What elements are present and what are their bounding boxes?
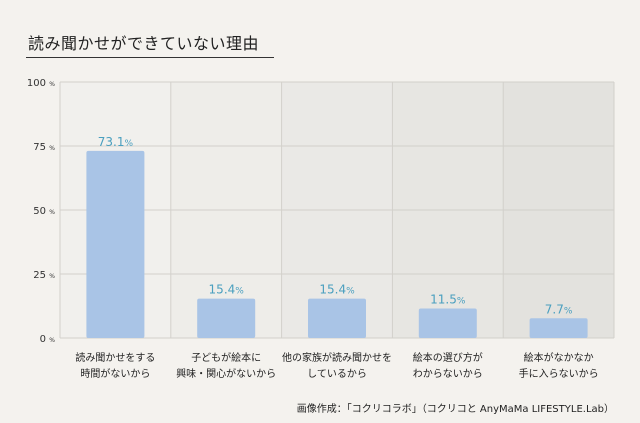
title-underline (26, 57, 274, 58)
bar (86, 150, 145, 338)
x-tick-label: 手に入らないから (519, 367, 599, 380)
data-label: 7.7% (545, 302, 573, 316)
y-tick-label: 75 (33, 142, 46, 153)
data-label: 73.1% (98, 135, 134, 149)
x-tick-label: 絵本の選び方が (413, 351, 483, 364)
y-tick-label: 0 (40, 334, 46, 345)
x-tick-label: 他の家族が読み聞かせを (282, 351, 392, 364)
y-tick-label: 50 (33, 206, 46, 217)
x-tick-label: 子どもが絵本に (191, 351, 261, 364)
y-tick-unit: % (49, 337, 55, 344)
x-tick-label: 興味・関心がないから (176, 367, 276, 380)
y-tick-unit: % (49, 273, 55, 280)
y-tick-label: 100 (27, 78, 46, 89)
y-tick-unit: % (49, 145, 55, 152)
x-tick-label: 絵本がなかなか (524, 351, 594, 364)
y-tick-label: 25 (33, 270, 46, 281)
bar (197, 298, 256, 338)
y-tick-unit: % (49, 81, 55, 88)
bar (418, 308, 477, 338)
bar (308, 298, 366, 338)
x-tick-label: わからないから (413, 368, 483, 380)
data-label: 15.4% (209, 283, 245, 297)
bar (529, 318, 588, 338)
x-tick-label: 読み聞かせをする (75, 351, 155, 364)
y-tick-unit: % (49, 209, 55, 216)
chart-title: 読み聞かせができていない理由 (28, 34, 260, 53)
data-label: 11.5% (430, 293, 466, 307)
x-tick-label: しているから (307, 368, 367, 380)
data-label: 15.4% (319, 283, 355, 297)
image-credit: 画像作成：「コクリコラボ」（コクリコと AnyMaMa LIFESTYLE.La… (296, 404, 614, 415)
x-tick-label: 時間がないから (80, 367, 150, 380)
